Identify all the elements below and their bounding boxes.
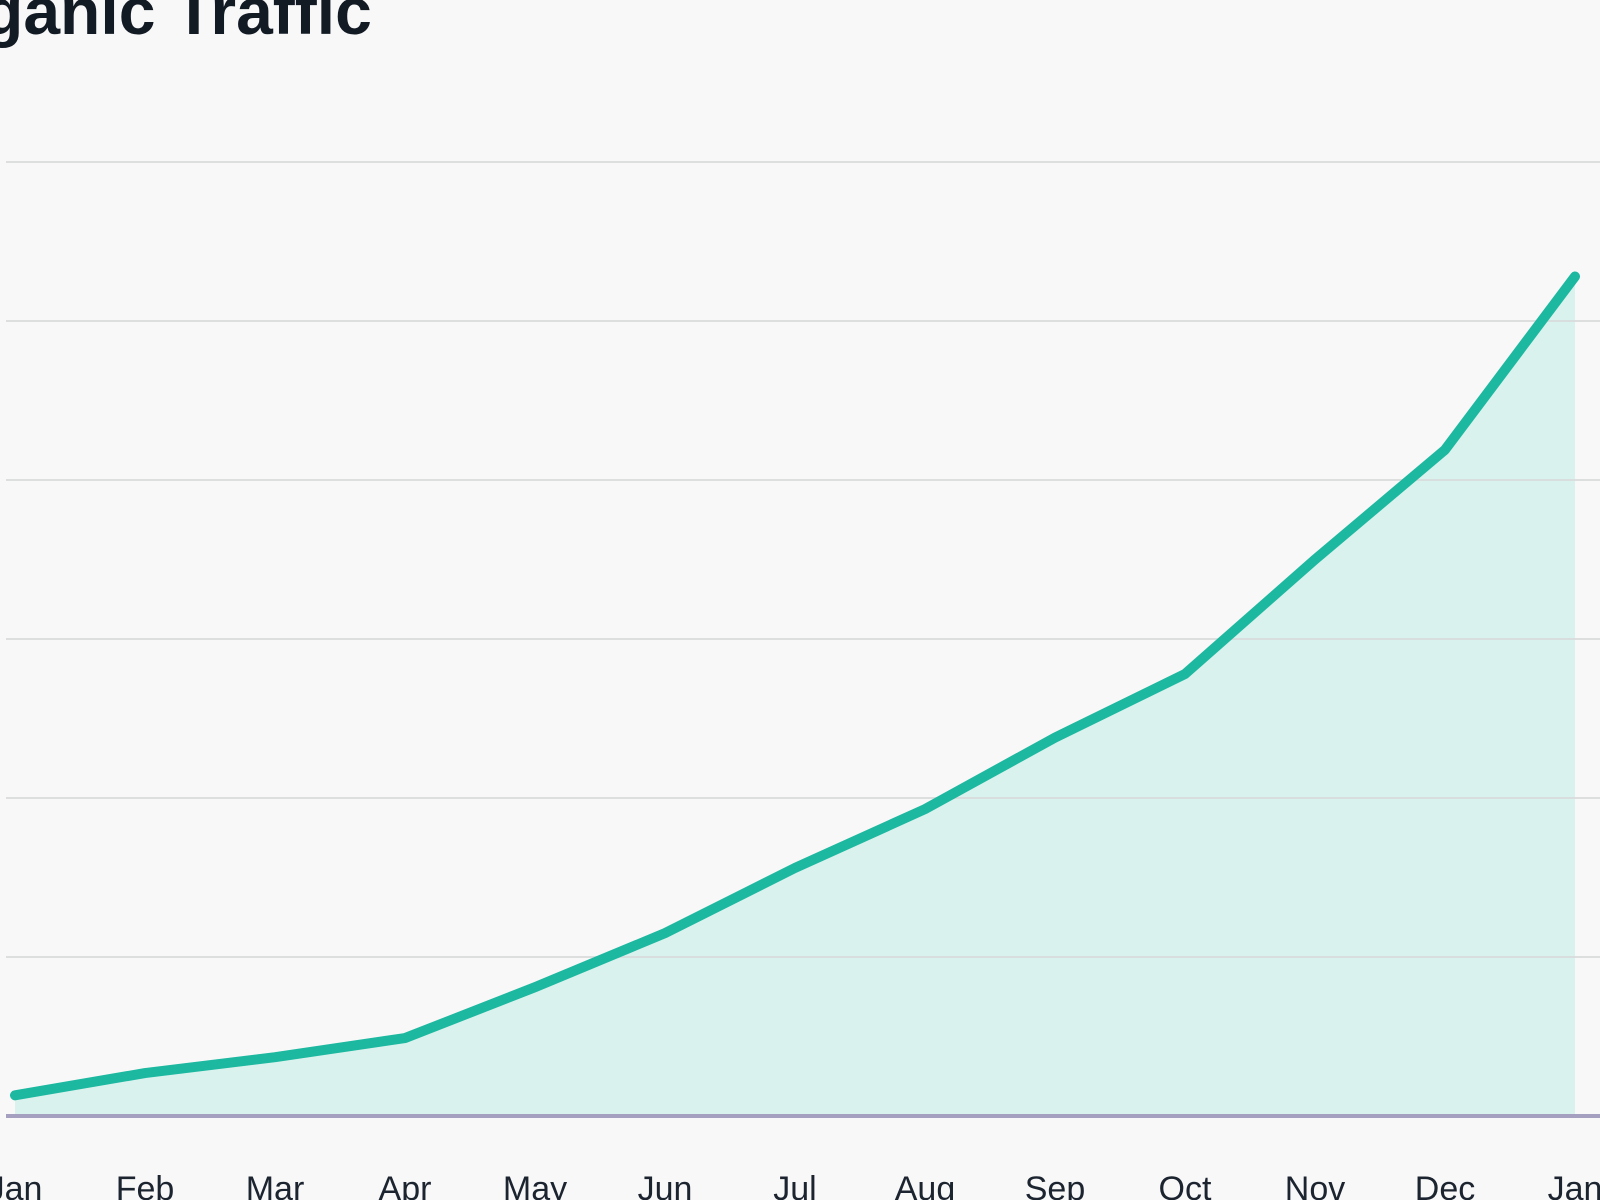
area [15,276,1575,1117]
x-tick-label: Jan [1548,1170,1600,1200]
line [10,271,1580,1101]
x-tick-label: Sep [1025,1170,1086,1200]
x-tick-label: Jan [0,1170,42,1200]
x-tick-label: Aug [895,1170,956,1200]
x-tick-label: Apr [379,1170,432,1200]
x-tick-label: Feb [116,1170,175,1200]
x-tick-label: Jun [638,1170,693,1200]
x-tick-label: Jul [773,1170,816,1200]
chart-title: Organic Traffic [0,0,372,48]
x-tick-label: Nov [1285,1170,1345,1200]
x-tick-label: Mar [246,1170,305,1200]
x-tick-label: May [503,1170,567,1200]
x-tick-label: Dec [1415,1170,1475,1200]
x-tick-label: Oct [1159,1170,1212,1200]
